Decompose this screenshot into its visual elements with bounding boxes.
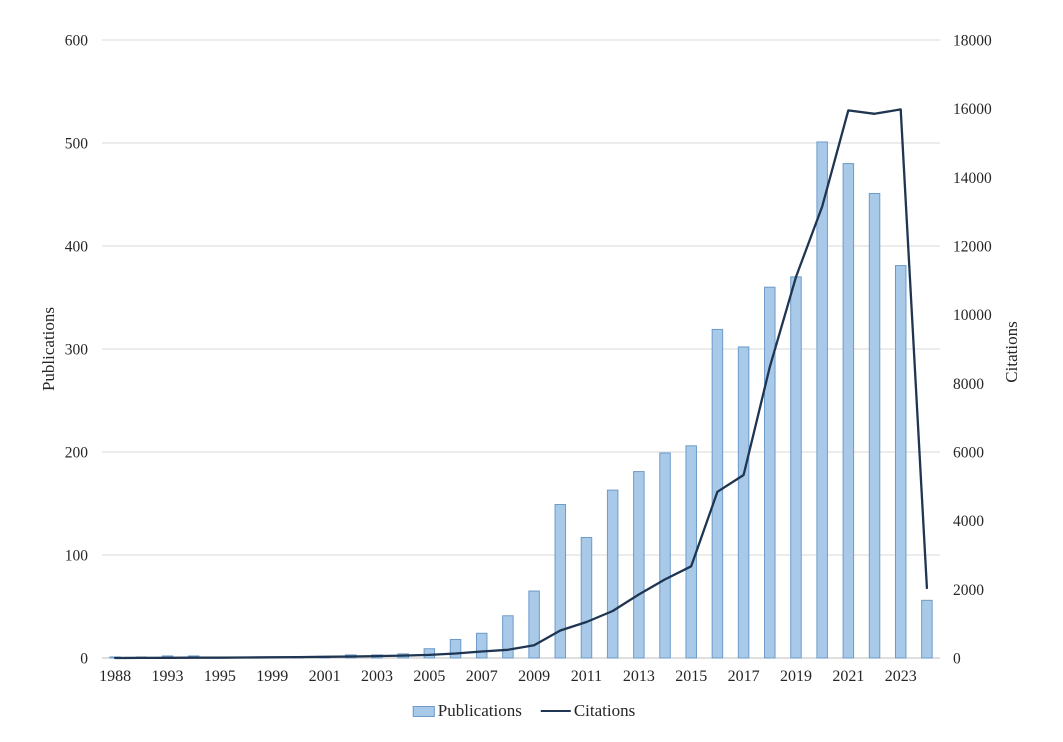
publications-bar — [449, 638, 462, 659]
x-axis-tick-label: 2009 — [518, 668, 550, 685]
x-axis-tick-label: 2019 — [780, 668, 812, 685]
publications-bar — [475, 632, 488, 659]
y-axis-left-tick-label: 0 — [80, 651, 88, 668]
x-axis-tick-label: 1995 — [204, 668, 236, 685]
x-axis-tick-label: 2007 — [466, 668, 498, 685]
publications-bar — [764, 286, 776, 659]
publications-bar — [816, 141, 828, 659]
y-axis-left-tick-label: 500 — [65, 136, 89, 153]
citations-line-swatch-icon — [540, 710, 571, 712]
publications-bar — [737, 346, 750, 659]
y-axis-right-tick-label: 12000 — [953, 239, 992, 256]
legend-publications-label: Publications — [437, 701, 522, 720]
x-axis-tick-label: 2011 — [571, 668, 602, 685]
publications-bar — [842, 163, 855, 659]
publications-bar — [554, 504, 567, 659]
x-axis-tick-label: 2023 — [885, 668, 917, 685]
y-axis-right-tick-label: 18000 — [953, 33, 992, 50]
publications-bar — [921, 599, 933, 659]
y-axis-left-tick-label: 200 — [65, 445, 89, 462]
legend-item-citations: Citations — [540, 701, 636, 721]
y-axis-left-tick-label: 600 — [65, 33, 89, 50]
publications-bar — [423, 648, 436, 659]
right-axis-title: Citations — [1002, 321, 1021, 383]
citations-line — [113, 108, 929, 660]
publications-bar — [868, 192, 881, 659]
y-axis-right-tick-label: 0 — [953, 651, 961, 668]
legend-citations-label: Citations — [573, 701, 636, 720]
x-axis-tick-label: 2005 — [413, 668, 445, 685]
y-axis-left-tick-label: 100 — [65, 548, 89, 565]
publications-bar — [633, 471, 645, 659]
y-axis-right-tick-label: 2000 — [953, 582, 984, 599]
publications-bar — [685, 445, 697, 659]
legend-item-publications: Publications — [412, 701, 522, 721]
y-axis-right-tick-label: 6000 — [953, 445, 984, 462]
y-axis-left-tick-label: 300 — [65, 342, 89, 359]
publications-bar — [580, 536, 593, 659]
y-axis-right-tick-label: 8000 — [953, 376, 984, 393]
y-axis-left-tick-label: 400 — [65, 239, 89, 256]
y-axis-right-tick-label: 4000 — [953, 513, 984, 530]
x-axis-tick-label: 2021 — [832, 668, 864, 685]
x-axis-tick-label: 2001 — [309, 668, 341, 685]
publications-bar — [659, 452, 671, 659]
x-axis-tick-label: 2015 — [675, 668, 707, 685]
publications-swatch-icon — [412, 705, 435, 717]
y-axis-right-tick-label: 10000 — [953, 307, 992, 324]
publications-bar — [528, 590, 540, 659]
x-axis-tick-label: 1993 — [151, 668, 183, 685]
x-axis-tick-label: 2013 — [623, 668, 655, 685]
x-axis-tick-label: 1988 — [99, 668, 131, 685]
y-axis-right-tick-label: 16000 — [953, 101, 992, 118]
legend: Publications Citations — [412, 701, 636, 721]
x-axis-tick-label: 2017 — [728, 668, 760, 685]
publications-bar — [606, 489, 619, 659]
publications-bar — [502, 615, 514, 659]
y-axis-right-tick-label: 14000 — [953, 170, 992, 187]
x-axis-tick-label: 1999 — [256, 668, 288, 685]
publications-bar — [790, 276, 802, 659]
left-axis-title: Publications — [39, 306, 58, 392]
publications-bar — [894, 265, 907, 659]
x-axis-tick-label: 2003 — [361, 668, 393, 685]
